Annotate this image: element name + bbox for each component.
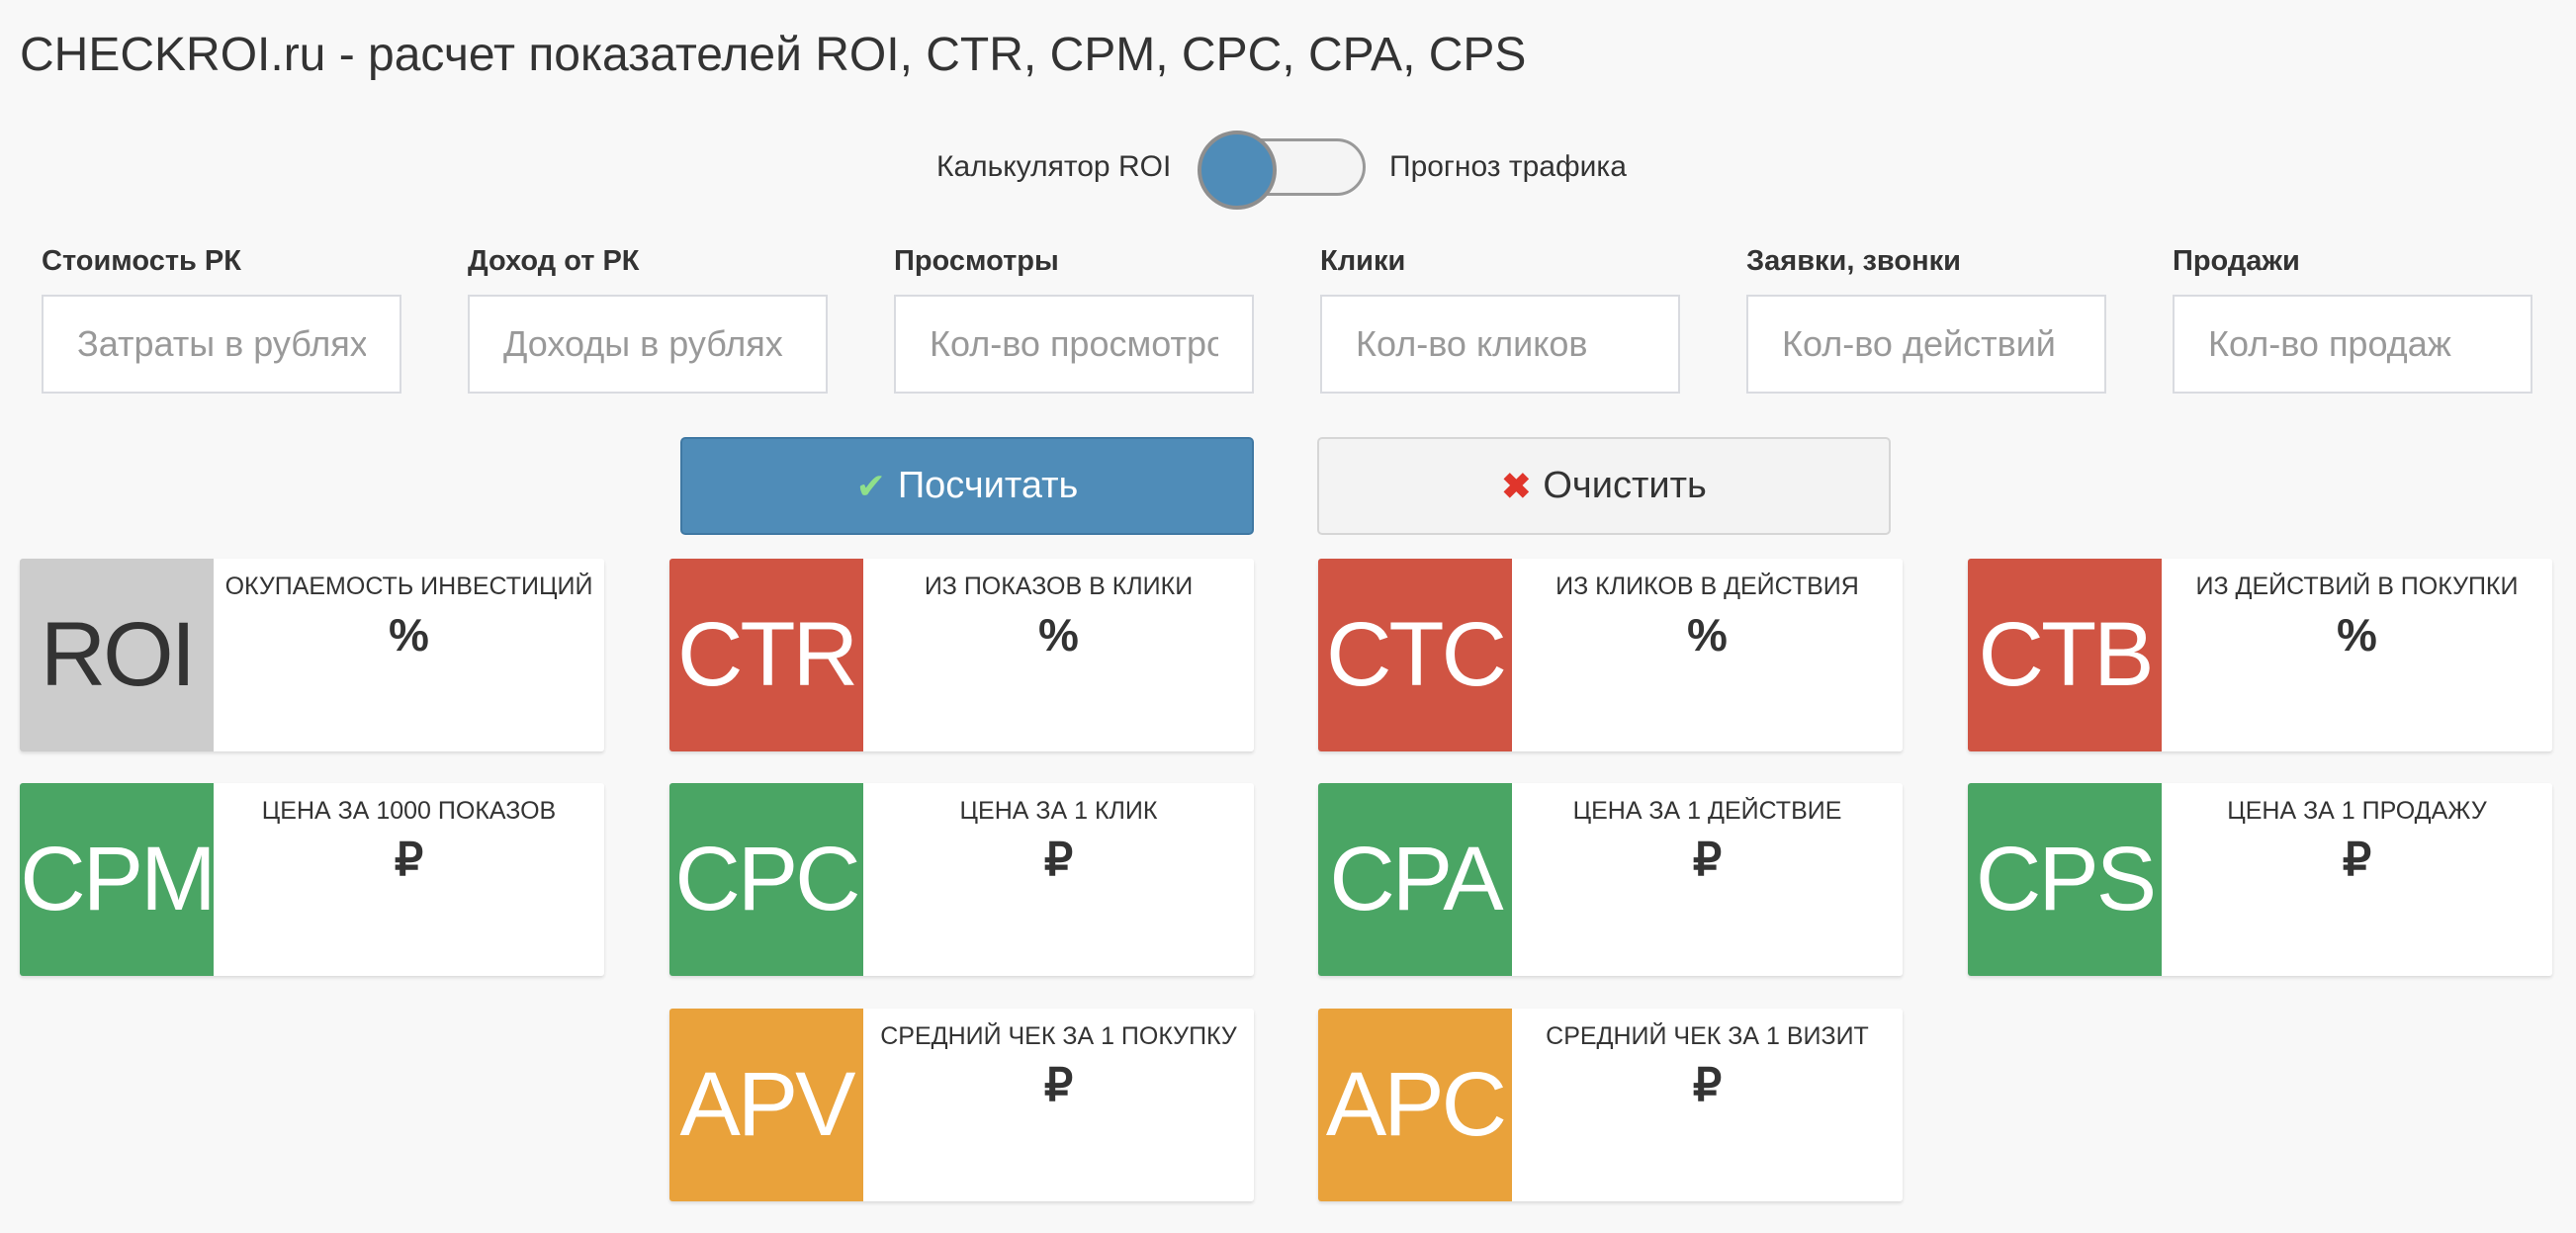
metric-abbr: CPA: [1318, 783, 1512, 976]
toggle-left-label[interactable]: Калькулятор ROI: [936, 150, 1172, 183]
sales-input[interactable]: [2173, 295, 2532, 394]
toggle-knob[interactable]: [1198, 131, 1277, 210]
metric-title: ЦЕНА ЗА 1 ПРОДАЖУ: [2227, 797, 2487, 825]
metric-value: ₽: [1692, 834, 1723, 885]
metric-value: ₽: [1043, 834, 1074, 885]
mode-toggle-row: Калькулятор ROI Прогноз трафика: [0, 131, 2576, 210]
field-income: Доход от РК: [468, 245, 828, 394]
metric-value: %: [2337, 609, 2377, 661]
metric-card-cpa: CPA ЦЕНА ЗА 1 ДЕЙСТВИЕ ₽: [1318, 783, 1903, 976]
field-actions: Заявки, звонки: [1746, 245, 2106, 394]
field-label: Просмотры: [894, 245, 1059, 277]
metric-card-roi: ROI ОКУПАЕМОСТЬ ИНВЕСТИЦИЙ%: [20, 559, 604, 751]
metric-value: ₽: [1043, 1059, 1074, 1110]
field-views: Просмотры: [894, 245, 1254, 394]
metric-value: ₽: [394, 834, 424, 885]
check-icon: ✔: [855, 465, 886, 506]
income-input[interactable]: [468, 295, 828, 394]
metric-title: СРЕДНИЙ ЧЕК ЗА 1 ПОКУПКУ: [880, 1022, 1237, 1050]
toggle-right-label[interactable]: Прогноз трафика: [1389, 150, 1627, 183]
metric-abbr: APC: [1318, 1009, 1512, 1201]
metric-title: ОКУПАЕМОСТЬ ИНВЕСТИЦИЙ: [224, 572, 593, 600]
metric-value: ₽: [2342, 834, 2372, 885]
clicks-input[interactable]: [1320, 295, 1680, 394]
metric-abbr: ROI: [20, 559, 214, 751]
metric-card-cpm: CPM ЦЕНА ЗА 1000 ПОКАЗОВ ₽: [20, 783, 604, 976]
metric-title: ИЗ ДЕЙСТВИЙ В ПОКУПКИ: [2195, 572, 2519, 600]
metric-card-cpc: CPC ЦЕНА ЗА 1 КЛИК ₽: [669, 783, 1254, 976]
field-cost: Стоимость РК: [42, 245, 401, 394]
metric-card-apv: APV СРЕДНИЙ ЧЕК ЗА 1 ПОКУПКУ ₽: [669, 1009, 1254, 1201]
page-title: CHECKROI.ru - расчет показателей ROI, CT…: [20, 29, 1527, 81]
metric-title: ЦЕНА ЗА 1000 ПОКАЗОВ: [261, 797, 557, 825]
metric-card-ctb: CTB ИЗ ДЕЙСТВИЙ В ПОКУПКИ%: [1968, 559, 2552, 751]
metric-title: ЦЕНА ЗА 1 КЛИК: [959, 797, 1158, 825]
metric-card-ctc: CTC ИЗ КЛИКОВ В ДЕЙСТВИЯ%: [1318, 559, 1903, 751]
metric-abbr: CTB: [1968, 559, 2162, 751]
metric-card-cps: CPS ЦЕНА ЗА 1 ПРОДАЖУ ₽: [1968, 783, 2552, 976]
metric-abbr: CPC: [669, 783, 863, 976]
field-label: Продажи: [2173, 245, 2300, 277]
metric-value: ₽: [1692, 1059, 1723, 1110]
calculate-label: Посчитать: [897, 465, 1079, 506]
metric-title: ЦЕНА ЗА 1 ДЕЙСТВИЕ: [1572, 797, 1842, 825]
calculate-button[interactable]: ✔ Посчитать: [680, 437, 1254, 535]
field-clicks: Клики: [1320, 245, 1680, 394]
metric-value: %: [1687, 609, 1728, 661]
metric-title: СРЕДНИЙ ЧЕК ЗА 1 ВИЗИТ: [1546, 1022, 1869, 1050]
metric-abbr: CPS: [1968, 783, 2162, 976]
field-label: Заявки, звонки: [1746, 245, 1961, 277]
clear-label: Очистить: [1543, 465, 1707, 506]
metric-abbr: CTR: [669, 559, 863, 751]
field-label: Стоимость РК: [42, 245, 241, 277]
metric-abbr: CTC: [1318, 559, 1512, 751]
metric-abbr: CPM: [20, 783, 217, 976]
metric-title: ИЗ КЛИКОВ В ДЕЙСТВИЯ: [1555, 572, 1859, 600]
field-label: Клики: [1320, 245, 1406, 277]
metric-card-ctr: CTR ИЗ ПОКАЗОВ В КЛИКИ%: [669, 559, 1254, 751]
metric-value: %: [1038, 609, 1079, 661]
cost-input[interactable]: [42, 295, 401, 394]
metric-title: ИЗ ПОКАЗОВ В КЛИКИ: [924, 572, 1194, 600]
field-sales: Продажи: [2173, 245, 2532, 394]
metric-abbr: APV: [669, 1009, 863, 1201]
metric-value: %: [389, 609, 429, 661]
actions-input[interactable]: [1746, 295, 2106, 394]
x-icon: ✖: [1501, 465, 1532, 506]
field-label: Доход от РК: [468, 245, 640, 277]
metric-card-apc: APC СРЕДНИЙ ЧЕК ЗА 1 ВИЗИТ ₽: [1318, 1009, 1903, 1201]
clear-button[interactable]: ✖ Очистить: [1317, 437, 1891, 535]
views-input[interactable]: [894, 295, 1254, 394]
